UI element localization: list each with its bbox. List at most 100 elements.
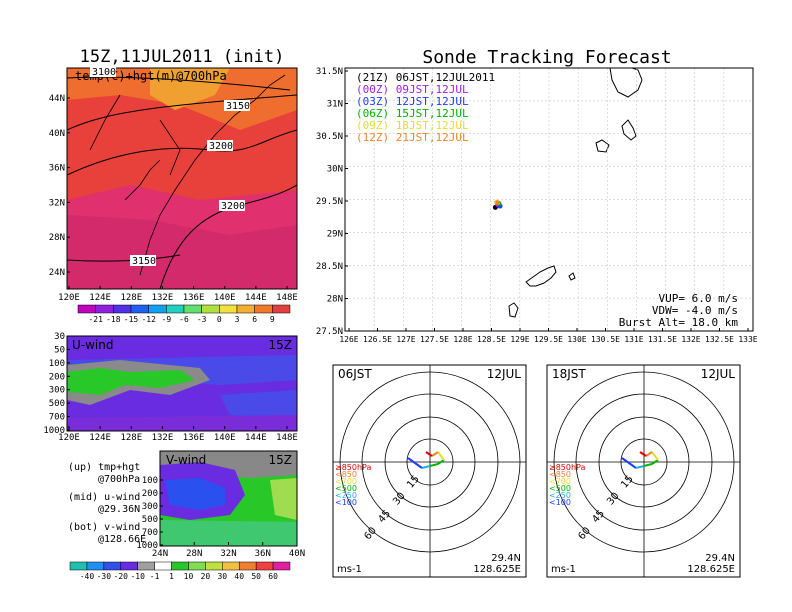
level-label: <250: [549, 491, 571, 500]
contour-label: 3150: [132, 256, 156, 267]
ytick-label: 30.5N: [316, 132, 343, 142]
xtick-label: 129.5E: [534, 335, 563, 344]
wind-trace-segment: [643, 463, 653, 467]
colorbar-swatch: [201, 304, 220, 314]
legend-entry: (00Z) 09JST,12JUL: [356, 83, 469, 96]
contour-labels: 3100 3150 3200 3200 3150: [90, 66, 250, 267]
colorbar-label: 6: [252, 315, 257, 324]
wind-trace-segment: [651, 459, 659, 465]
level-label: ≥850hPa: [335, 463, 372, 472]
top-map-frame: [66, 67, 298, 290]
colorbar-label: -40: [80, 572, 95, 581]
colorbar-swatch: [255, 561, 274, 571]
param-vup: VUP= 6.0 m/s: [659, 292, 738, 305]
xtick-label: 131.5E: [648, 335, 677, 344]
uwind-time: 15Z: [269, 338, 293, 352]
wind-trace-segment: [431, 451, 439, 457]
ytick-label: 27.5N: [316, 327, 343, 337]
ytick-label: 200: [49, 372, 65, 382]
wind-trace-segment: [651, 451, 659, 461]
colorbar-swatch: [137, 561, 155, 571]
legend-entry: (06Z) 15JST,12JUL: [356, 107, 469, 120]
level-label: <700: [549, 477, 571, 486]
colorbar-swatch: [103, 561, 122, 571]
xtick-label: 132E: [152, 433, 174, 443]
colorbar-swatch: [254, 304, 273, 314]
note-line: (bot) v-wind: [68, 522, 140, 533]
hodograph-lat: 29.4N: [705, 553, 735, 564]
colorbar-label: -30: [97, 572, 112, 581]
wind-trace-segment: [407, 457, 423, 469]
level-label: <850: [549, 470, 571, 479]
top-map-yticks: 44N 40N 36N 32N 28N 24N: [49, 94, 70, 278]
hodograph-unit: ms-1: [551, 564, 576, 575]
colorbar-label: -6: [179, 315, 189, 324]
colorbar-swatch: [148, 304, 167, 314]
ytick-label: 700: [49, 413, 65, 423]
colorbar-swatch: [69, 561, 88, 571]
xtick-label: 129E: [510, 335, 529, 344]
xtick-label: 32N: [220, 549, 236, 559]
xtick-label: 132.5E: [705, 335, 734, 344]
vwind-time: 15Z: [269, 453, 293, 467]
colorbar-label: 10: [184, 572, 194, 581]
xtick-label: 128E: [453, 335, 472, 344]
track-coastlines: [508, 68, 643, 318]
colorbar-label: 20: [201, 572, 211, 581]
xtick-label: 36N: [255, 549, 271, 559]
xtick-label: 124E: [89, 433, 111, 443]
hodograph-frame: [546, 364, 741, 578]
xtick-label: 128.5E: [477, 335, 506, 344]
ytick-label: 29.5N: [316, 197, 343, 207]
panel-notes: (up) tmp+hgt @700hPa (mid) u-wind @29.36…: [68, 462, 146, 545]
xtick-label: 124E: [89, 293, 111, 303]
wind-colorbar: -40 -30 -20 -10 -1 1 10 20 30 40 50 60: [69, 561, 291, 581]
xtick-label: 140E: [214, 293, 236, 303]
colorbar-label: -15: [124, 315, 139, 324]
ytick-label: 36N: [49, 164, 65, 174]
colorbar-label: 3: [235, 315, 240, 324]
xtick-label: 130.5E: [591, 335, 620, 344]
wind-trace-segment: [437, 459, 445, 465]
xtick-label: 126.5E: [363, 335, 392, 344]
wind-trace-segment: [437, 451, 445, 461]
xtick-label: 140E: [214, 433, 236, 443]
colorbar-label: -18: [106, 315, 121, 324]
contour-label: 3200: [209, 141, 233, 152]
level-label: <250: [335, 491, 357, 500]
ytick-label: 100: [142, 476, 158, 486]
xtick-label: 120E: [58, 433, 80, 443]
track-yticks: 31.5N 31N 30.5N 30N 29.5N 29N 28.5N 28N 27.5N: [316, 67, 348, 337]
xtick-label: 128E: [120, 433, 142, 443]
wind-trace-segment: [635, 465, 645, 469]
xtick-label: 127E: [396, 335, 415, 344]
ytick-label: 1000: [136, 541, 158, 551]
ytick-label: 28N: [327, 295, 343, 305]
ytick-label: 100: [49, 359, 65, 369]
ytick-label: 50: [54, 345, 65, 355]
colorbar-label: -1: [150, 572, 160, 581]
colorbar-swatch: [171, 561, 189, 571]
ytick-label: 29N: [327, 230, 343, 240]
top-map-title: 15Z,11JUL2011 (init): [80, 47, 285, 67]
uwind-xticks: 120E 124E 128E 132E 136E 140E 144E 148E: [58, 426, 298, 443]
uwind-field: [67, 336, 297, 431]
sonde-params: VUP= 6.0 m/s VDW= -4.0 m/s Burst Alt= 18…: [619, 292, 739, 329]
temperature-field: [67, 68, 297, 289]
legend-entry: (21Z) 06JST,12JUL2011: [356, 71, 495, 84]
hodograph-lat: 29.4N: [491, 553, 521, 564]
colorbar-label: -9: [162, 315, 172, 324]
colorbar-swatch: [154, 561, 172, 571]
level-label: <100: [335, 498, 357, 507]
colorbar-swatch: [219, 304, 238, 314]
ytick-label: 32N: [49, 198, 65, 208]
wind-trace-segment: [429, 463, 439, 467]
ytick-label: 300: [142, 502, 158, 512]
colorbar-swatch: [236, 304, 255, 314]
xtick-label: 148E: [276, 433, 298, 443]
top-map-xticks: 120E 124E 128E 132E 136E 140E 144E 148E: [58, 286, 298, 303]
vwind-xticks: 24N 28N 32N 36N 40N: [152, 542, 305, 559]
ytick-label: 700: [142, 528, 158, 538]
ytick-label: 300: [49, 386, 65, 396]
